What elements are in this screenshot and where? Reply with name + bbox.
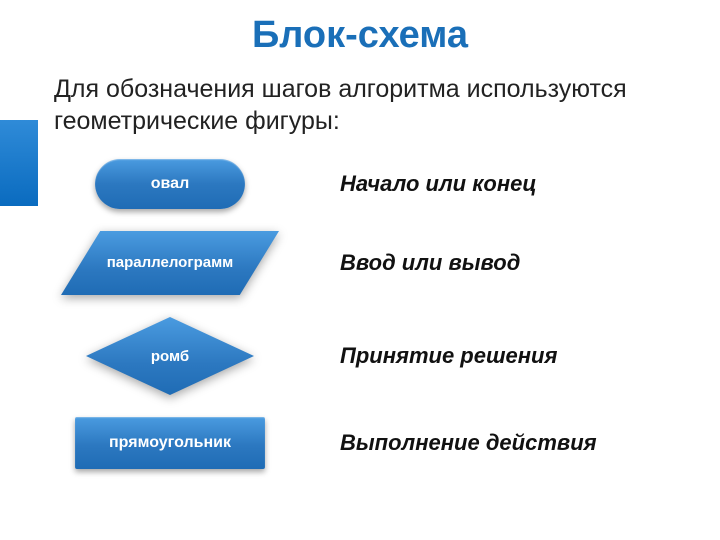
oval-label: овал — [151, 175, 189, 193]
side-accent — [0, 120, 38, 206]
shape-col: овал — [0, 159, 340, 209]
row-oval: овал Начало или конец — [0, 159, 720, 209]
parallelogram-description: Ввод или вывод — [340, 250, 520, 276]
rhombus-description: Принятие решения — [340, 343, 557, 369]
shape-col: параллелограмм — [0, 231, 340, 295]
rectangle-shape: прямоугольник — [75, 417, 265, 469]
page-subtitle: Для обозначения шагов алгоритма использу… — [0, 57, 720, 137]
row-rectangle: прямоугольник Выполнение действия — [0, 417, 720, 469]
rhombus-label: ромб — [86, 317, 254, 395]
rectangle-description: Выполнение действия — [340, 430, 597, 456]
rhombus-shape: ромб — [86, 317, 254, 395]
shape-col: ромб — [0, 317, 340, 395]
rectangle-label: прямоугольник — [109, 434, 231, 452]
oval-shape: овал — [95, 159, 245, 209]
row-parallelogram: параллелограмм Ввод или вывод — [0, 231, 720, 295]
shape-col: прямоугольник — [0, 417, 340, 469]
parallelogram-label: параллелограмм — [61, 231, 279, 295]
shape-rows: овал Начало или конец параллелограмм Вво… — [0, 159, 720, 469]
row-rhombus: ромб Принятие решения — [0, 317, 720, 395]
oval-description: Начало или конец — [340, 171, 537, 197]
page-title: Блок-схема — [0, 0, 720, 57]
parallelogram-shape: параллелограмм — [61, 231, 279, 295]
